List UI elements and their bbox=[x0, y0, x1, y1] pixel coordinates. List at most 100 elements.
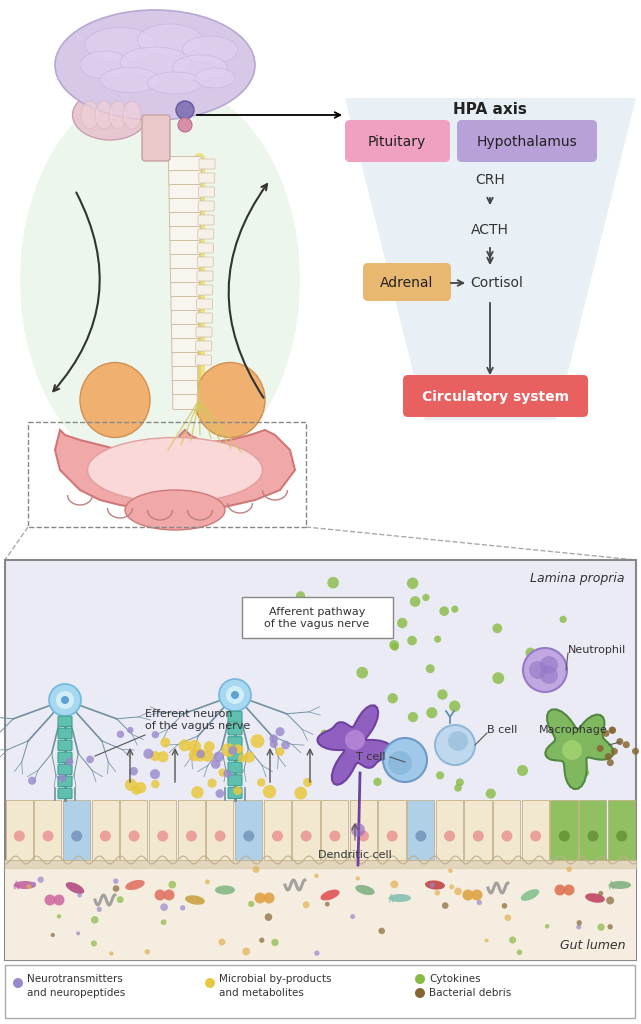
Bar bbox=[493, 800, 520, 860]
Text: Bacterial debris: Bacterial debris bbox=[429, 988, 512, 998]
FancyBboxPatch shape bbox=[228, 787, 242, 799]
FancyBboxPatch shape bbox=[228, 712, 242, 722]
FancyBboxPatch shape bbox=[196, 327, 212, 337]
Text: B cell: B cell bbox=[487, 725, 517, 735]
Text: Gut lumen: Gut lumen bbox=[560, 939, 625, 952]
Circle shape bbox=[408, 712, 418, 722]
Circle shape bbox=[434, 636, 441, 643]
Bar bbox=[551, 800, 578, 860]
Text: T cell: T cell bbox=[356, 752, 385, 762]
FancyBboxPatch shape bbox=[169, 213, 201, 227]
Ellipse shape bbox=[95, 101, 113, 129]
Circle shape bbox=[211, 760, 221, 769]
Circle shape bbox=[76, 931, 80, 935]
Circle shape bbox=[204, 741, 215, 753]
Circle shape bbox=[38, 877, 44, 883]
Circle shape bbox=[222, 743, 235, 757]
Ellipse shape bbox=[520, 889, 539, 901]
Circle shape bbox=[186, 830, 197, 842]
Circle shape bbox=[28, 776, 37, 784]
Circle shape bbox=[161, 920, 167, 925]
Bar bbox=[522, 800, 549, 860]
Circle shape bbox=[407, 578, 419, 589]
Circle shape bbox=[328, 577, 339, 589]
Circle shape bbox=[623, 741, 629, 749]
Circle shape bbox=[150, 751, 160, 761]
Circle shape bbox=[244, 752, 255, 763]
Circle shape bbox=[188, 739, 201, 753]
Circle shape bbox=[422, 594, 429, 601]
Polygon shape bbox=[317, 706, 392, 784]
Circle shape bbox=[356, 877, 360, 881]
Bar bbox=[378, 800, 406, 860]
FancyBboxPatch shape bbox=[171, 255, 200, 269]
Circle shape bbox=[504, 914, 511, 921]
FancyBboxPatch shape bbox=[228, 736, 242, 748]
Circle shape bbox=[179, 739, 191, 752]
Ellipse shape bbox=[109, 101, 127, 129]
Circle shape bbox=[253, 866, 260, 872]
Circle shape bbox=[454, 888, 462, 895]
FancyBboxPatch shape bbox=[198, 201, 214, 211]
Circle shape bbox=[563, 885, 574, 896]
Ellipse shape bbox=[355, 885, 375, 895]
Ellipse shape bbox=[195, 68, 235, 88]
Circle shape bbox=[502, 903, 507, 908]
Circle shape bbox=[263, 785, 276, 799]
Circle shape bbox=[616, 830, 627, 842]
Circle shape bbox=[415, 830, 426, 842]
Circle shape bbox=[160, 737, 171, 748]
Circle shape bbox=[215, 790, 224, 798]
Circle shape bbox=[56, 691, 74, 709]
Circle shape bbox=[303, 778, 312, 787]
Circle shape bbox=[411, 742, 420, 752]
FancyBboxPatch shape bbox=[171, 310, 199, 326]
Ellipse shape bbox=[120, 47, 190, 77]
Bar bbox=[63, 800, 90, 860]
Circle shape bbox=[448, 868, 453, 873]
Circle shape bbox=[554, 885, 565, 896]
Text: ACTH: ACTH bbox=[471, 223, 509, 237]
Text: Cytokines: Cytokines bbox=[429, 974, 481, 984]
Circle shape bbox=[486, 788, 496, 799]
FancyBboxPatch shape bbox=[58, 716, 72, 727]
FancyBboxPatch shape bbox=[58, 728, 72, 738]
Circle shape bbox=[113, 879, 119, 884]
FancyBboxPatch shape bbox=[171, 283, 199, 298]
Circle shape bbox=[235, 745, 244, 754]
Ellipse shape bbox=[185, 895, 205, 905]
Ellipse shape bbox=[81, 101, 99, 129]
Circle shape bbox=[61, 696, 69, 705]
FancyBboxPatch shape bbox=[58, 764, 72, 774]
Circle shape bbox=[224, 769, 232, 777]
Bar bbox=[149, 800, 176, 860]
Circle shape bbox=[576, 925, 581, 930]
FancyBboxPatch shape bbox=[173, 394, 197, 410]
Circle shape bbox=[606, 896, 614, 904]
Circle shape bbox=[588, 830, 599, 842]
Circle shape bbox=[14, 830, 25, 842]
Circle shape bbox=[472, 890, 483, 900]
Circle shape bbox=[436, 771, 444, 779]
Bar bbox=[121, 800, 147, 860]
Ellipse shape bbox=[72, 90, 147, 140]
Circle shape bbox=[254, 893, 265, 903]
Circle shape bbox=[430, 883, 435, 888]
FancyBboxPatch shape bbox=[197, 257, 213, 267]
Circle shape bbox=[598, 891, 603, 896]
Text: Macrophage: Macrophage bbox=[539, 725, 608, 735]
FancyBboxPatch shape bbox=[169, 171, 201, 185]
Circle shape bbox=[100, 830, 111, 842]
Circle shape bbox=[265, 913, 272, 921]
Bar bbox=[6, 800, 33, 860]
FancyBboxPatch shape bbox=[172, 339, 198, 353]
Circle shape bbox=[158, 752, 169, 762]
Circle shape bbox=[13, 978, 23, 988]
Circle shape bbox=[314, 873, 319, 878]
Circle shape bbox=[213, 752, 224, 762]
Circle shape bbox=[410, 596, 420, 607]
Circle shape bbox=[233, 786, 242, 795]
Text: and metabolites: and metabolites bbox=[219, 988, 304, 998]
Circle shape bbox=[154, 890, 165, 900]
Circle shape bbox=[454, 784, 462, 792]
